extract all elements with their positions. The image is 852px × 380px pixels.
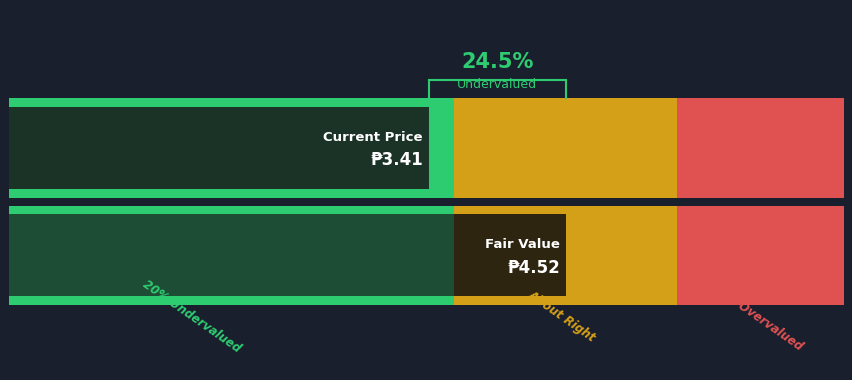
- Bar: [454, 98, 676, 198]
- Text: Current Price: Current Price: [323, 131, 423, 144]
- Bar: [9, 98, 454, 198]
- Text: Undervalued: Undervalued: [457, 78, 537, 91]
- Bar: [676, 98, 843, 198]
- Bar: [9, 107, 429, 189]
- Text: 20% Overvalued: 20% Overvalued: [709, 280, 804, 353]
- Text: Fair Value: Fair Value: [484, 238, 559, 251]
- Bar: [454, 206, 676, 305]
- Bar: [676, 206, 843, 305]
- Text: 20% Undervalued: 20% Undervalued: [141, 278, 243, 355]
- Text: ₱4.52: ₱4.52: [506, 259, 559, 277]
- Text: About Right: About Right: [526, 288, 597, 345]
- Bar: [454, 214, 565, 296]
- Text: 24.5%: 24.5%: [461, 52, 533, 72]
- Bar: [9, 206, 454, 305]
- Text: ₱3.41: ₱3.41: [370, 152, 423, 169]
- Bar: [9, 214, 565, 296]
